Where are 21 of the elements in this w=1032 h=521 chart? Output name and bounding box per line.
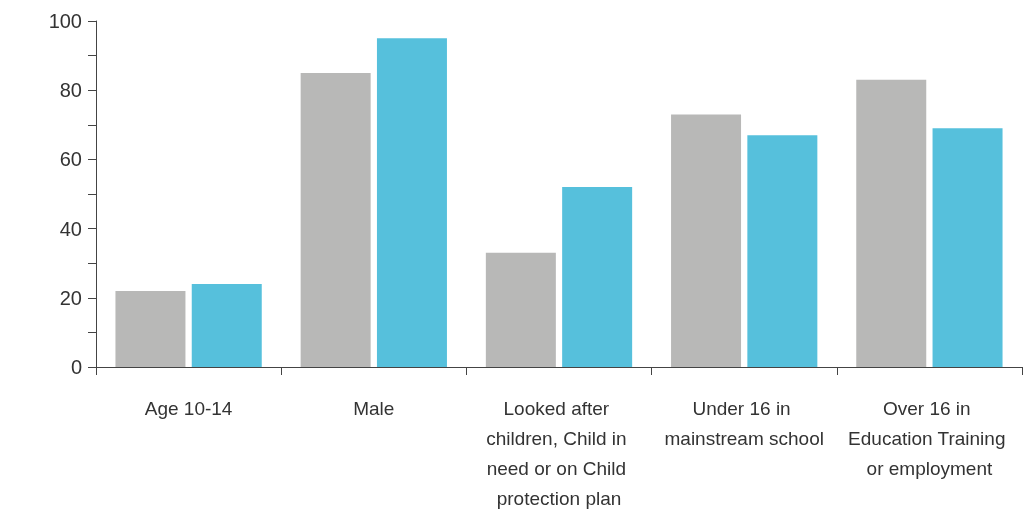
x-tick-label: Over 16 in Education Training or employment: [848, 397, 1011, 479]
bar: [856, 79, 927, 367]
bar: [376, 38, 447, 367]
bar: [485, 252, 556, 367]
y-tick-label: 20: [59, 286, 82, 309]
y-tick-label: 0: [70, 356, 82, 378]
x-tick-label: Looked after children, Child in need or on Child protection plan: [486, 397, 632, 509]
bar: [191, 283, 262, 367]
y-tick-label: 60: [59, 148, 82, 171]
x-tick-label: Male: [353, 397, 395, 419]
bar: [747, 135, 818, 367]
bar: [932, 128, 1003, 367]
bar: [562, 187, 633, 367]
x-tick-label: Under 16 in mainstream school: [664, 397, 824, 449]
bar: [115, 290, 186, 367]
y-tick-label: 80: [59, 79, 82, 102]
bar: [671, 114, 742, 367]
x-tick-label: Age 10-14: [144, 397, 233, 419]
y-tick-label: 40: [59, 217, 82, 240]
bar: [300, 72, 371, 367]
y-tick-label: 100: [48, 10, 82, 32]
